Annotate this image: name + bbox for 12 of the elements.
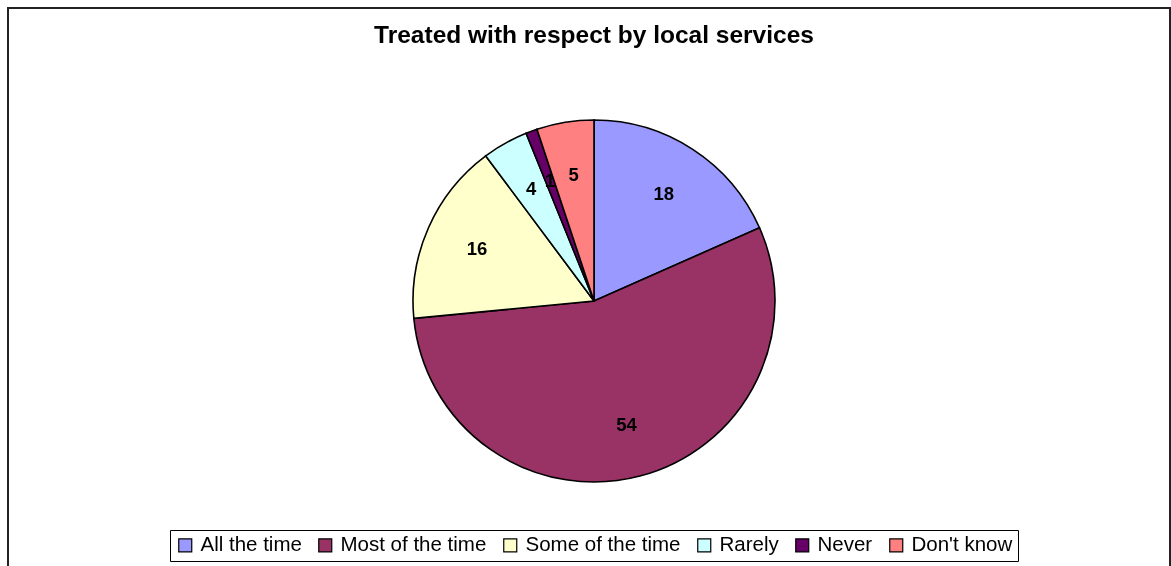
legend-label: All the time — [200, 532, 302, 556]
data-label: 5 — [568, 163, 579, 185]
legend-label: Most of the time — [340, 532, 487, 556]
legend-label: Never — [817, 532, 873, 556]
legend-label: Some of the time — [525, 532, 681, 556]
data-label: 54 — [616, 413, 638, 435]
data-label: 16 — [466, 238, 488, 260]
legend-label: Rarely — [719, 532, 780, 556]
legend-label: Don't know — [911, 532, 1013, 556]
data-label: 18 — [653, 182, 675, 204]
data-label: 4 — [526, 178, 538, 200]
chart-title: Treated with respect by local services — [374, 21, 814, 49]
